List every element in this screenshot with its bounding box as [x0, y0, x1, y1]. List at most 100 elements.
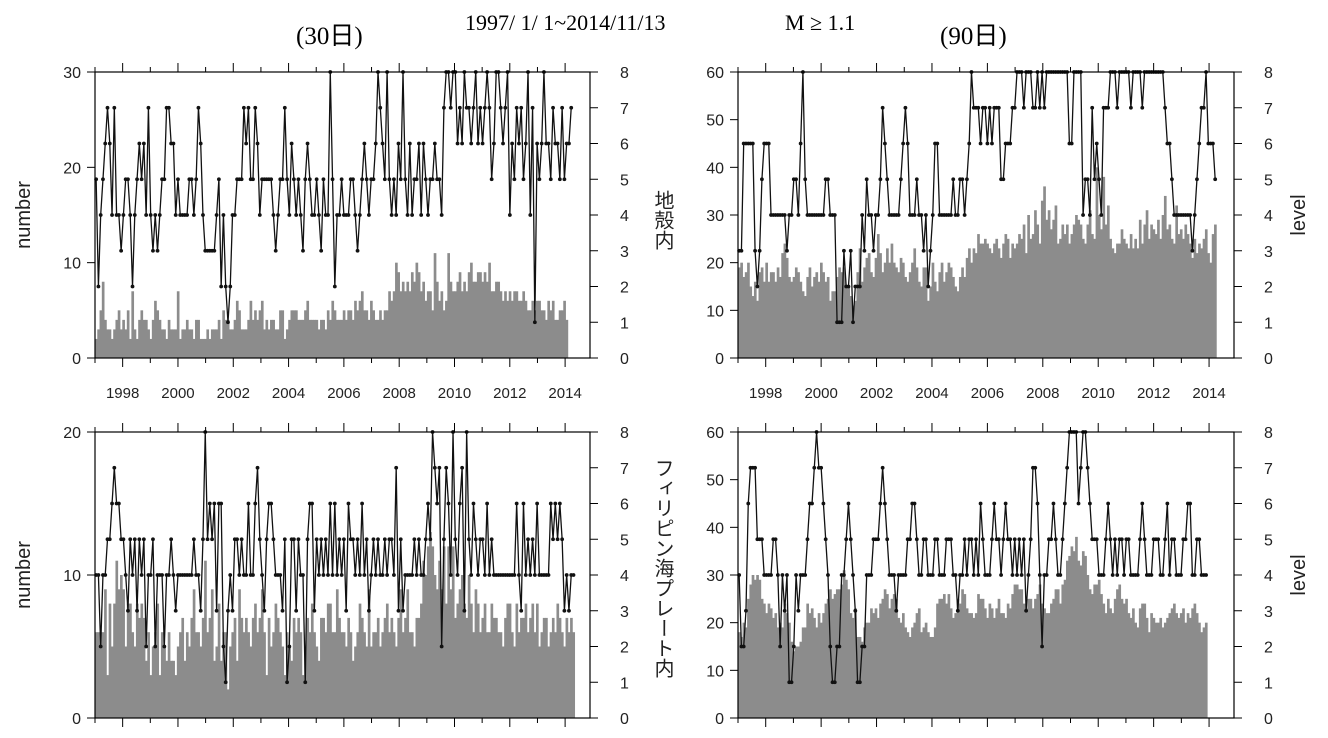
count-bar — [997, 598, 1001, 718]
level-point — [782, 608, 787, 613]
count-bar — [947, 262, 951, 358]
count-bar — [431, 546, 435, 718]
level-point — [871, 248, 876, 253]
level-point — [1033, 105, 1038, 110]
level-point — [983, 105, 988, 110]
level-point — [396, 608, 401, 613]
count-bar — [558, 617, 562, 718]
level-point — [442, 105, 446, 110]
count-bar — [365, 646, 369, 718]
level-point — [98, 644, 103, 649]
y2-tick-label: 0 — [1264, 711, 1273, 728]
count-bar — [360, 617, 364, 718]
count-bar — [1009, 257, 1012, 358]
level-point — [498, 105, 503, 110]
panel-plate-90d: 0 10 20 30 40 50 60 0 1 2 3 4 5 6 7 8 level — [706, 423, 1310, 728]
count-bar — [867, 622, 871, 718]
count-bar — [331, 632, 335, 718]
level-point — [346, 213, 351, 217]
y2-tick-label: 6 — [620, 137, 629, 154]
count-bar — [308, 319, 312, 358]
y-tick-label: 10 — [63, 256, 81, 273]
count-bar — [124, 646, 128, 718]
count-bar — [515, 291, 519, 358]
level-point — [523, 573, 528, 577]
x-tick-label: 2004 — [915, 385, 948, 402]
level-point — [317, 213, 321, 217]
level-point — [1192, 573, 1197, 577]
count-bar — [206, 632, 210, 718]
count-bar — [492, 291, 496, 358]
count-bar — [1015, 243, 1019, 358]
level-point — [967, 141, 972, 146]
level-point — [473, 537, 478, 542]
level-point — [1103, 537, 1108, 542]
count-bar — [922, 627, 926, 718]
count-bar — [799, 281, 803, 358]
y2-tick-label: 6 — [1264, 497, 1273, 514]
count-bar — [324, 632, 328, 718]
count-bar — [952, 276, 955, 358]
level-point — [796, 213, 801, 217]
count-bar — [570, 617, 573, 718]
level-point — [798, 141, 803, 146]
count-bar — [1022, 224, 1026, 358]
count-bar — [392, 632, 396, 718]
count-bar — [1045, 613, 1049, 718]
level-point — [1122, 573, 1126, 577]
level-point — [987, 573, 992, 577]
count-bar — [817, 613, 821, 718]
count-bar — [1034, 598, 1037, 718]
count-bar — [1043, 186, 1046, 358]
count-bar — [354, 300, 357, 358]
count-bar — [417, 272, 421, 358]
count-bar — [465, 291, 469, 358]
level-point — [430, 177, 435, 182]
x-tick-label: 1998 — [106, 385, 139, 402]
count-bar — [1211, 234, 1215, 358]
panel-plate-30d: 0 10 20 0 1 2 3 4 5 6 7 8 number — [13, 423, 629, 728]
count-bar — [1022, 603, 1026, 718]
y-tick-label: 0 — [72, 351, 81, 368]
count-bar — [1009, 608, 1012, 718]
count-bar — [1050, 603, 1053, 718]
level-point — [323, 537, 328, 542]
count-bar — [520, 617, 523, 718]
count-bar — [794, 267, 798, 358]
count-bar — [233, 319, 237, 358]
count-bar — [329, 319, 332, 358]
count-bar — [297, 319, 300, 358]
count-bar — [956, 598, 960, 718]
level-point — [1085, 465, 1090, 470]
count-bar — [101, 281, 105, 358]
level-point — [116, 501, 121, 506]
level-point — [514, 105, 519, 110]
count-bar — [1075, 215, 1078, 358]
y-tick-label: 60 — [706, 65, 724, 82]
count-bar — [488, 262, 491, 358]
count-bar — [138, 319, 141, 358]
count-bar — [974, 253, 978, 358]
level-point — [153, 213, 158, 217]
count-bar — [476, 603, 480, 718]
count-bar — [163, 646, 166, 718]
level-point — [107, 141, 112, 146]
count-bar — [108, 603, 112, 718]
level-point — [930, 213, 935, 217]
count-bar — [463, 281, 466, 358]
level-point — [237, 573, 242, 577]
level-point — [1053, 537, 1058, 542]
count-bar — [197, 319, 200, 358]
count-bar — [447, 546, 450, 718]
count-bar — [1050, 229, 1053, 358]
count-bar — [1054, 589, 1058, 718]
count-bar — [535, 300, 539, 358]
count-bar — [415, 617, 419, 718]
count-bar — [940, 598, 944, 718]
count-bar — [749, 286, 753, 358]
level-point — [1090, 105, 1095, 110]
count-bar — [835, 589, 839, 718]
level-point — [128, 213, 133, 217]
level-point — [1028, 537, 1033, 542]
level-point — [528, 213, 533, 217]
